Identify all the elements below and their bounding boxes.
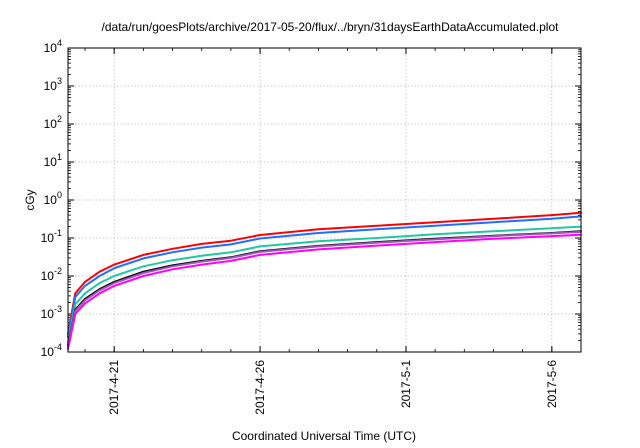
y-tick-label: 10-4 <box>41 342 62 359</box>
grid <box>68 48 581 352</box>
y-tick-label: 103 <box>44 76 62 93</box>
chart-title: /data/run/goesPlots/archive/2017-05-20/f… <box>102 20 560 34</box>
x-axis-label: Coordinated Universal Time (UTC) <box>232 429 416 443</box>
y-tick-label: 10-2 <box>41 266 62 283</box>
x-tick-label: 2017-5-1 <box>399 360 413 408</box>
y-tick-label: 104 <box>44 38 62 55</box>
series-line-1 <box>67 211 582 335</box>
series-lines <box>67 211 582 350</box>
plot-frame <box>67 47 582 353</box>
x-tick-label: 2017-4-26 <box>253 360 267 415</box>
series-line-3 <box>67 225 582 344</box>
series-line-5 <box>67 230 582 348</box>
series-line-2 <box>67 215 582 338</box>
y-axis-label: cGy <box>23 189 37 210</box>
y-tick-label: 10-1 <box>41 228 62 245</box>
y-tick-label: 100 <box>44 190 62 207</box>
x-tick-label: 2017-5-6 <box>545 360 559 408</box>
x-tick-label: 2017-4-21 <box>107 360 121 415</box>
y-tick-label: 10-3 <box>41 304 62 321</box>
y-tick-label: 101 <box>44 152 62 169</box>
series-line-6 <box>67 233 582 350</box>
y-tick-label: 102 <box>44 114 62 131</box>
